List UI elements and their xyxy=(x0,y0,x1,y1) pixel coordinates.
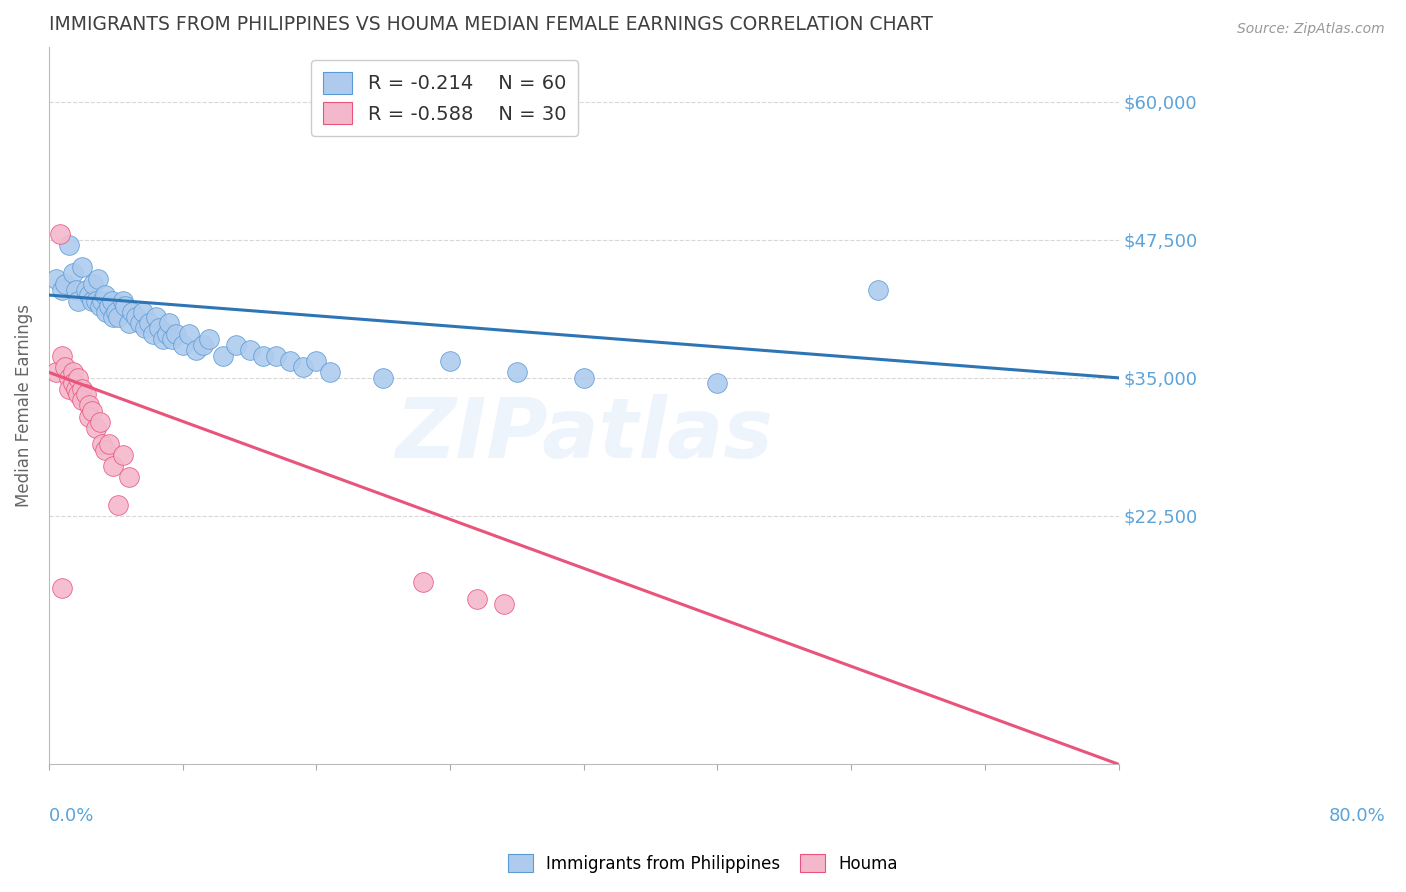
Point xyxy=(111,293,134,308)
Point xyxy=(51,283,73,297)
Point xyxy=(157,316,180,330)
Text: Source: ZipAtlas.com: Source: ZipAtlas.com xyxy=(1237,22,1385,37)
Point xyxy=(252,349,274,363)
Point xyxy=(142,326,165,341)
Point xyxy=(152,332,174,346)
Point xyxy=(118,470,141,484)
Point xyxy=(94,288,117,302)
Point xyxy=(128,316,150,330)
Point xyxy=(94,442,117,457)
Point xyxy=(238,343,260,358)
Point xyxy=(77,288,100,302)
Point xyxy=(62,376,84,391)
Y-axis label: Median Female Earnings: Median Female Earnings xyxy=(15,304,32,507)
Point xyxy=(191,337,214,351)
Point xyxy=(65,382,87,396)
Point xyxy=(148,321,170,335)
Point xyxy=(51,581,73,595)
Point xyxy=(138,316,160,330)
Point xyxy=(179,326,201,341)
Point xyxy=(98,437,121,451)
Point xyxy=(319,365,342,379)
Point xyxy=(45,271,67,285)
Point xyxy=(75,283,97,297)
Point xyxy=(172,337,194,351)
Point xyxy=(278,354,301,368)
Point xyxy=(866,283,889,297)
Point xyxy=(107,310,129,325)
Point xyxy=(89,299,111,313)
Point xyxy=(198,332,221,346)
Point xyxy=(75,387,97,401)
Point xyxy=(72,382,94,396)
Point xyxy=(51,349,73,363)
Text: 80.0%: 80.0% xyxy=(1329,807,1386,825)
Point xyxy=(211,349,233,363)
Point xyxy=(111,448,134,462)
Point xyxy=(264,349,287,363)
Point xyxy=(125,310,148,325)
Point xyxy=(48,227,70,242)
Point xyxy=(98,299,121,313)
Legend: Immigrants from Philippines, Houma: Immigrants from Philippines, Houma xyxy=(501,847,905,880)
Point xyxy=(91,293,114,308)
Point xyxy=(706,376,728,391)
Point xyxy=(96,304,118,318)
Point xyxy=(184,343,207,358)
Point xyxy=(465,591,488,606)
Point xyxy=(91,437,114,451)
Point xyxy=(305,354,328,368)
Point xyxy=(160,332,183,346)
Point xyxy=(77,399,100,413)
Legend: R = -0.214    N = 60, R = -0.588    N = 30: R = -0.214 N = 60, R = -0.588 N = 30 xyxy=(312,60,578,136)
Point xyxy=(87,271,110,285)
Point xyxy=(118,316,141,330)
Point xyxy=(62,266,84,280)
Point xyxy=(506,365,529,379)
Point xyxy=(101,293,124,308)
Point xyxy=(65,283,87,297)
Point xyxy=(225,337,247,351)
Point xyxy=(84,420,107,434)
Point xyxy=(80,404,103,418)
Text: ZIPatlas: ZIPatlas xyxy=(395,393,773,475)
Point xyxy=(53,359,76,374)
Text: IMMIGRANTS FROM PHILIPPINES VS HOUMA MEDIAN FEMALE EARNINGS CORRELATION CHART: IMMIGRANTS FROM PHILIPPINES VS HOUMA MED… xyxy=(49,15,932,34)
Point xyxy=(84,293,107,308)
Text: 0.0%: 0.0% xyxy=(49,807,94,825)
Point xyxy=(67,371,90,385)
Point xyxy=(80,293,103,308)
Point xyxy=(373,371,395,385)
Point xyxy=(89,415,111,429)
Point xyxy=(77,409,100,424)
Point xyxy=(67,387,90,401)
Point xyxy=(145,310,167,325)
Point xyxy=(62,365,84,379)
Point xyxy=(572,371,595,385)
Point xyxy=(134,321,156,335)
Point xyxy=(107,498,129,512)
Point xyxy=(45,365,67,379)
Point xyxy=(121,304,143,318)
Point xyxy=(58,238,80,252)
Point xyxy=(412,575,434,590)
Point xyxy=(82,277,104,291)
Point xyxy=(156,326,179,341)
Point xyxy=(67,293,90,308)
Point xyxy=(101,459,124,474)
Point xyxy=(165,326,187,341)
Point xyxy=(492,597,515,611)
Point xyxy=(72,392,94,407)
Point xyxy=(58,382,80,396)
Point xyxy=(104,304,127,318)
Point xyxy=(58,371,80,385)
Point xyxy=(101,310,124,325)
Point xyxy=(439,354,461,368)
Point xyxy=(114,299,136,313)
Point xyxy=(53,277,76,291)
Point xyxy=(292,359,315,374)
Point xyxy=(72,260,94,275)
Point xyxy=(131,304,153,318)
